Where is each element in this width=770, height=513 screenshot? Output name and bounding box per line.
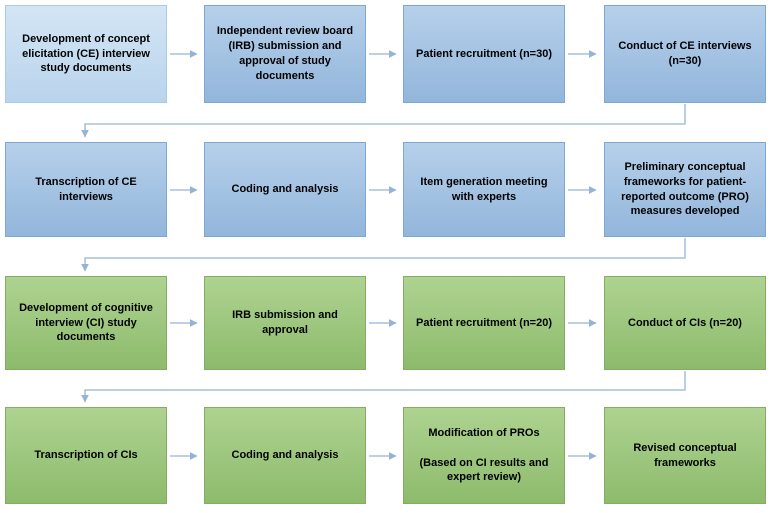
step-conduct-cis: Conduct of CIs (n=20) bbox=[604, 276, 766, 370]
step-revised-frameworks: Revised conceptual frameworks bbox=[604, 407, 766, 504]
step-coding-analysis-ci: Coding and analysis bbox=[204, 407, 366, 504]
step-coding-analysis-ce: Coding and analysis bbox=[204, 142, 366, 237]
step-ci-study-documents: Development of cognitive interview (CI) … bbox=[5, 276, 167, 370]
step-patient-recruitment-20: Patient recruitment (n=20) bbox=[403, 276, 565, 370]
step-item-generation-meeting: Item generation meeting with experts bbox=[403, 142, 565, 237]
step-transcription-cis: Transcription of CIs bbox=[5, 407, 167, 504]
step-preliminary-frameworks: Preliminary conceptual frameworks for pa… bbox=[604, 142, 766, 237]
step-irb-approval-ci: IRB submission and approval bbox=[204, 276, 366, 370]
step-modification-pros: Modification of PROs (Based on CI result… bbox=[403, 407, 565, 504]
step-patient-recruitment-30: Patient recruitment (n=30) bbox=[403, 5, 565, 103]
step-ce-study-documents: Development of concept elicitation (CE) … bbox=[5, 5, 167, 103]
step-conduct-ce-interviews: Conduct of CE interviews (n=30) bbox=[604, 5, 766, 103]
step-transcription-ce: Transcription of CE interviews bbox=[5, 142, 167, 237]
step-irb-submission-approval: Independent review board (IRB) submissio… bbox=[204, 5, 366, 103]
